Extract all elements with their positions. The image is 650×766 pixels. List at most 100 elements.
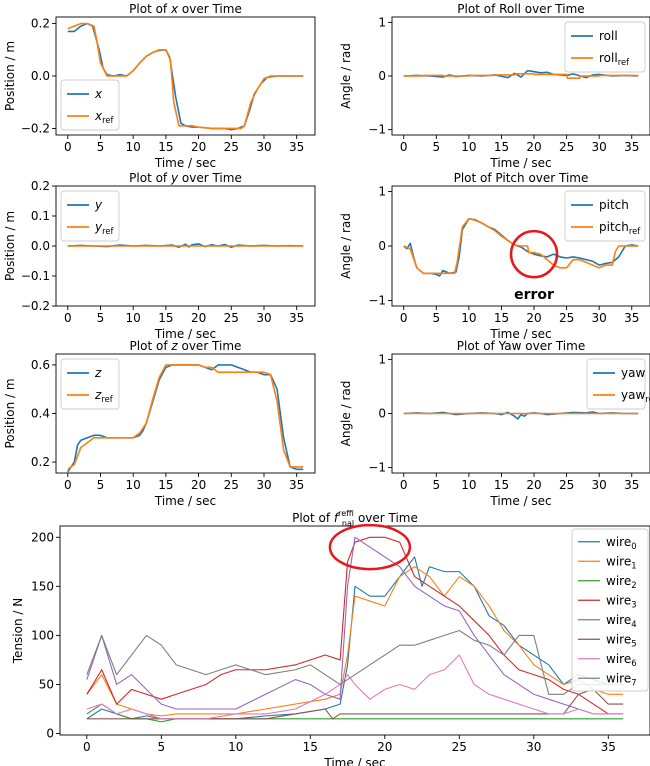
legend-label: z (94, 366, 102, 380)
x-tick-label: 35 (624, 311, 639, 325)
x-tick-label: 5 (432, 140, 440, 154)
error-annotation-label: error (514, 287, 554, 303)
x-tick-label: 20 (526, 478, 541, 492)
y-tick-label: 200 (31, 530, 54, 544)
x-tick-label: 5 (97, 140, 105, 154)
x-axis-label: Time / sec (154, 327, 216, 341)
legend-label: wire6 (606, 652, 637, 668)
y-tick-label: 50 (39, 677, 54, 691)
series-line-x_ref (67, 22, 304, 130)
x-tick-label: 0 (400, 140, 408, 154)
x-tick-label: 10 (461, 311, 476, 325)
legend: y yref (60, 190, 120, 242)
y-tick-label: 150 (31, 579, 54, 593)
y-axis-label: Position / m (3, 378, 17, 448)
x-tick-label: 35 (289, 140, 304, 154)
x-tick-label: 20 (526, 311, 541, 325)
y-tick-label: −1 (368, 123, 386, 137)
x-tick-label: 10 (126, 478, 141, 492)
legend-label: rollref (599, 51, 630, 67)
x-tick-label: 5 (97, 311, 105, 325)
series-line-z (67, 364, 304, 473)
x-tick-label: 25 (224, 140, 239, 154)
x-tick-label: 15 (158, 311, 173, 325)
chart-title: Plot of Roll over Time (457, 2, 584, 16)
y-axis-label: Tension / N (11, 598, 25, 664)
x-tick-label: 35 (601, 740, 616, 754)
legend-label: y (94, 198, 103, 212)
x-tick-label: 0 (64, 311, 72, 325)
chart-5: Plot of Yaw over Time 0 5 10 15 20 25 30 35 −1 0 1 T… (339, 339, 650, 508)
chart-title: Plot of y over Time (129, 171, 242, 185)
x-tick-label: 10 (461, 478, 476, 492)
x-tick-label: 15 (494, 311, 509, 325)
legend-label: wire4 (606, 613, 637, 629)
x-tick-label: 25 (452, 740, 467, 754)
legend-label: wire1 (606, 554, 637, 570)
y-tick-label: 0 (378, 239, 386, 253)
x-axis-label: Time / sec (489, 494, 551, 508)
y-tick-label: −0.2 (21, 121, 50, 135)
legend-box (571, 528, 649, 692)
chart-2: Plot of y over Time 0 5 10 15 20 25 30 35 −0.2 −0.… (3, 171, 316, 341)
legend-label: wire7 (606, 671, 637, 687)
chart-4: Plot of z over Time 0 5 10 15 20 25 30 35 0.2 0.4 0… (3, 339, 316, 508)
legend-label: yref (94, 220, 115, 236)
y-tick-label: 1 (378, 352, 386, 366)
x-tick-label: 15 (158, 478, 173, 492)
x-tick-label: 10 (126, 311, 141, 325)
chart-3: Plot of Pitch over Time 0 5 10 15 20 25 30 35 −1 0… (339, 171, 650, 341)
x-tick-label: 35 (624, 478, 639, 492)
x-axis-label: Time / sec (489, 156, 551, 170)
y-tick-label: −1 (368, 294, 386, 308)
x-tick-label: 0 (83, 740, 91, 754)
x-tick-label: 0 (400, 311, 408, 325)
chart-title: Plot of x over Time (129, 2, 242, 16)
legend-label: xref (94, 109, 115, 125)
y-tick-label: −1 (368, 461, 386, 475)
x-tick-label: 35 (289, 478, 304, 492)
x-tick-label: 20 (191, 311, 206, 325)
x-tick-label: 30 (526, 740, 541, 754)
y-tick-label: 0.4 (31, 407, 50, 421)
x-tick-label: 5 (157, 740, 165, 754)
series-line-wire6 (86, 654, 624, 720)
y-axis-label: Position / m (3, 211, 17, 281)
x-tick-label: 35 (289, 311, 304, 325)
y-tick-label: 0.2 (31, 179, 50, 193)
x-tick-label: 30 (592, 140, 607, 154)
x-tick-label: 25 (559, 478, 574, 492)
legend-box (564, 21, 646, 73)
chart-title: Plot of z over Time (130, 339, 242, 353)
x-tick-label: 15 (494, 140, 509, 154)
y-axis-label: Position / m (3, 41, 17, 111)
x-tick-label: 25 (559, 311, 574, 325)
y-tick-label: 0.0 (31, 69, 50, 83)
series-line-wire0 (86, 556, 624, 720)
legend-label: yawref (621, 388, 650, 404)
legend: pitch pitchref (564, 190, 646, 242)
y-tick-label: 0.1 (31, 209, 50, 223)
x-tick-label: 30 (592, 311, 607, 325)
series-line-wire3 (86, 536, 624, 715)
x-tick-label: 5 (432, 478, 440, 492)
series-line-wire7 (86, 629, 624, 695)
series-line-roll_ref (403, 73, 639, 79)
legend-label: yaw (621, 366, 645, 380)
x-tick-label: 30 (256, 140, 271, 154)
y-tick-label: 0.2 (31, 17, 50, 31)
y-axis-label: Angle / rad (339, 381, 353, 447)
x-tick-label: 20 (191, 140, 206, 154)
series-line-wire4 (86, 536, 624, 715)
x-tick-label: 20 (377, 740, 392, 754)
x-tick-label: 20 (526, 140, 541, 154)
y-tick-label: 1 (378, 184, 386, 198)
y-tick-label: 0 (378, 407, 386, 421)
series-line-wire5 (86, 688, 624, 720)
y-axis-label: Angle / rad (339, 213, 353, 279)
chart-0: Plot of x over Time 0 5 10 15 20 25 30 35 −0.2 0.0… (3, 2, 316, 170)
chart-title: Plot of Yaw over Time (457, 339, 585, 353)
peak-annotation-ellipse (328, 523, 412, 571)
x-tick-label: 30 (592, 478, 607, 492)
y-tick-label: 0 (46, 727, 54, 741)
